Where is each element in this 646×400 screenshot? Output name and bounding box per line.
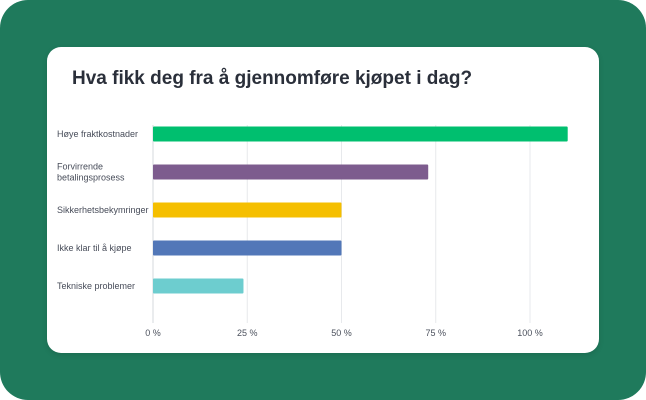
category-label: Tekniske problemer [57, 281, 135, 291]
category-label: Forvirrende betalingsprosess [57, 162, 125, 183]
category-label: Ikke klar til å kjøpe [57, 243, 132, 253]
bar [153, 126, 568, 142]
bar [153, 278, 244, 294]
x-tick-label: 25 % [237, 328, 258, 338]
bar [153, 240, 342, 256]
chart-title: Hva fikk deg fra å gjennomføre kjøpet i … [72, 68, 473, 89]
category-label: Sikkerhetsbekymringer [57, 205, 149, 215]
x-tick-label: 50 % [331, 328, 352, 338]
bar [153, 164, 429, 180]
chart-card: Hva fikk deg fra å gjennomføre kjøpet i … [47, 47, 599, 353]
category-label: Høye fraktkostnader [57, 129, 138, 139]
x-tick-label: 0 % [145, 328, 161, 338]
category-labels: Høye fraktkostnader Forvirrende betalingsp… [57, 129, 149, 291]
bars [153, 126, 568, 294]
bar-chart: Høye fraktkostnader Forvirrende betalingsp… [57, 125, 568, 338]
x-axis-ticks: 0 % 25 % 50 % 75 % 100 % [145, 328, 543, 338]
bar [153, 202, 342, 218]
x-tick-label: 100 % [517, 328, 543, 338]
x-tick-label: 75 % [425, 328, 446, 338]
